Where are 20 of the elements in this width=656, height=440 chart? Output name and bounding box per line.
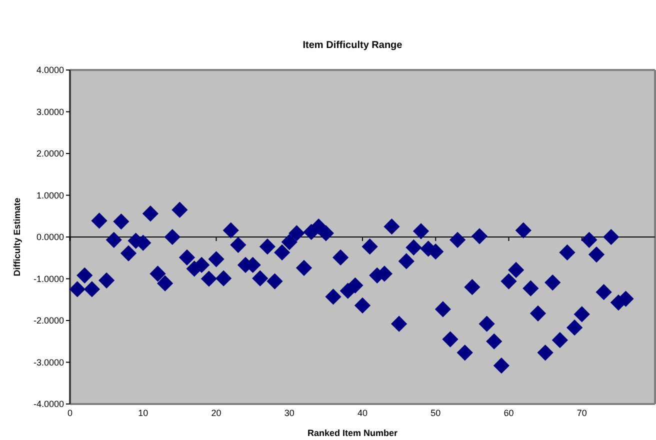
x-tick-label: 50 [430, 408, 441, 418]
x-tick-label: 60 [504, 408, 514, 418]
y-tick-label: -2.0000 [33, 316, 64, 326]
x-tick-label: 0 [67, 408, 73, 418]
y-tick-label: -1.0000 [33, 274, 64, 284]
y-tick-label: -4.0000 [33, 399, 64, 410]
y-tick-label: 3.0000 [36, 106, 64, 117]
y-tick-label: 2.0000 [36, 148, 64, 159]
y-tick-label: 1.0000 [36, 190, 64, 200]
chart-title: Item Difficulty Range [302, 40, 403, 51]
y-axis-title: Difficulty Estimate [12, 198, 22, 276]
y-tick-label: -3.0000 [33, 357, 64, 368]
y-tick-label: 0.0000 [36, 232, 64, 242]
x-tick-label: 70 [576, 408, 587, 418]
x-tick-label: 10 [138, 408, 148, 418]
x-tick-label: 30 [284, 408, 294, 418]
x-axis-title: Ranked Item Number [307, 428, 398, 438]
y-tick-label: 4.0000 [36, 65, 64, 76]
x-tick-label: 40 [357, 408, 368, 418]
x-tick-label: 20 [211, 408, 222, 418]
